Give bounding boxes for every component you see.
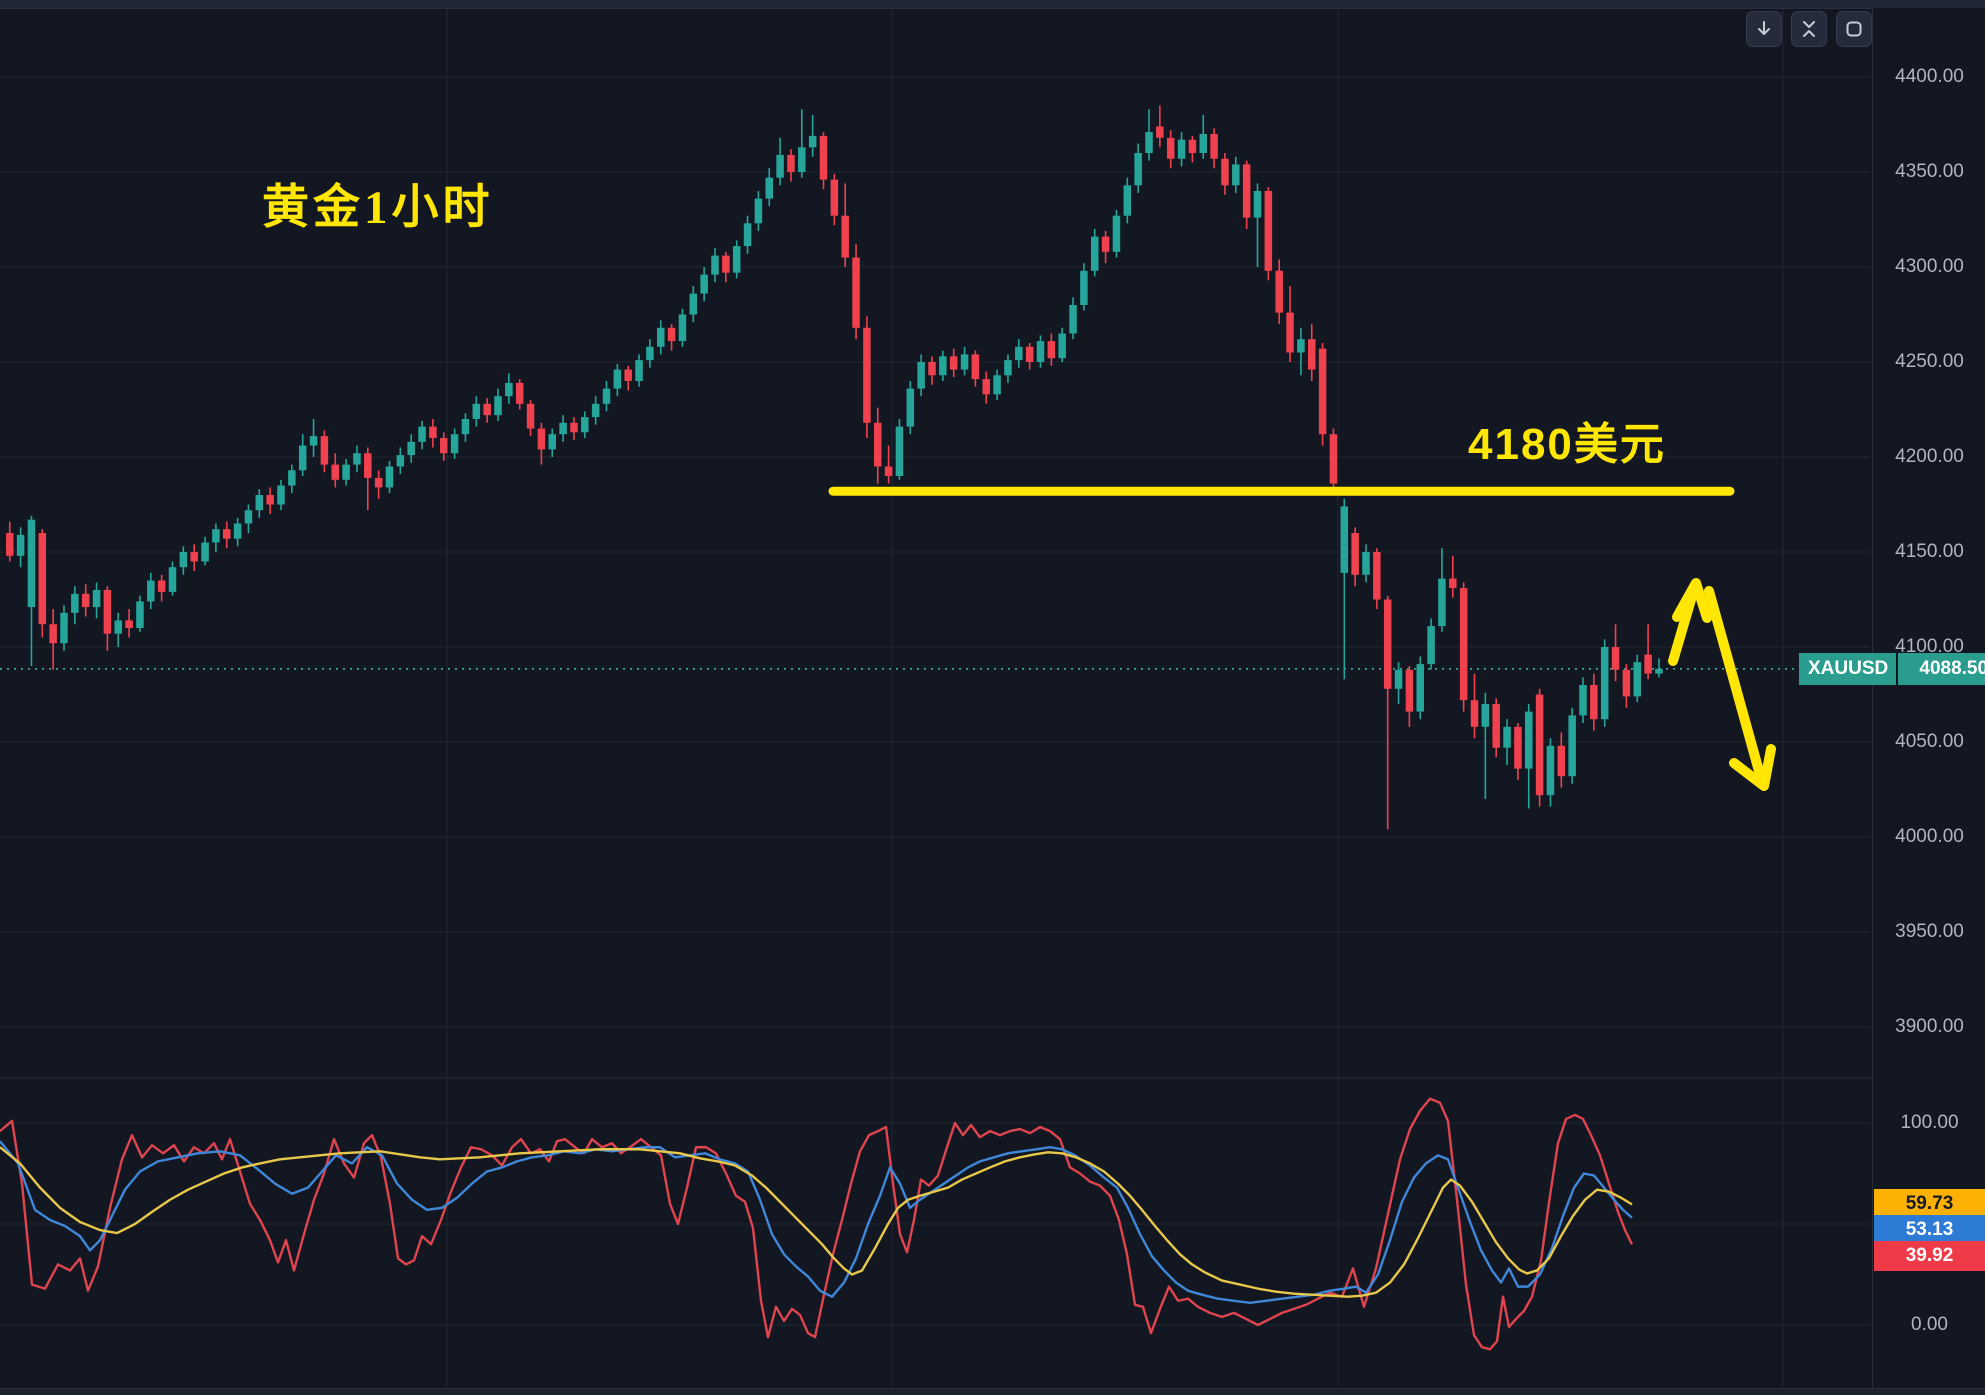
top-toolbar-strip [0,0,1985,9]
download-arrow-icon [1758,21,1770,35]
indicator-tick-label: 0.00 [1911,1314,1948,1335]
price-tick-label: 4100.00 [1895,636,1964,657]
pane-toolbar [1746,11,1872,47]
price-tick-label: 4250.00 [1895,351,1964,372]
price-tick-label: 4350.00 [1895,161,1964,182]
price-tick-label: 3900.00 [1895,1016,1964,1037]
time-axis-strip [0,1388,1985,1395]
price-tick-label: 4400.00 [1895,66,1964,87]
symbol-label: XAUUSD [1799,653,1897,685]
price-axis[interactable]: 4400.00 4350.00 4300.00 4250.00 4200.00 4150.… [1872,8,1985,1395]
price-tick-label: 4150.00 [1895,541,1964,562]
symbol-price-tag: XAUUSD 4088.50 [1799,653,1985,685]
chart-title-annotation: 黄金1小时 [262,182,494,234]
kdj-value-badge: 53.13 [1874,1215,1985,1246]
price-tick-label: 4000.00 [1895,826,1964,847]
price-tick-label: 4300.00 [1895,256,1964,277]
collapse-chevrons-icon [1803,21,1815,37]
kdj-value-badge: 39.92 [1874,1241,1985,1272]
price-tick-label: 4200.00 [1895,446,1964,467]
collapse-panes-button[interactable] [1791,11,1827,47]
maximize-frame-icon [1846,21,1862,37]
last-price-badge: 4088.50 [1898,653,1985,685]
resistance-price-annotation: 4180美元 [1468,420,1666,469]
price-tick-label: 4050.00 [1895,731,1964,752]
price-tick-label: 3950.00 [1895,921,1964,942]
kdj-value-badge: 59.73 [1874,1189,1985,1220]
indicator-tick-label: 100.00 [1900,1112,1959,1133]
download-button[interactable] [1746,11,1782,47]
maximize-pane-button[interactable] [1836,11,1872,47]
